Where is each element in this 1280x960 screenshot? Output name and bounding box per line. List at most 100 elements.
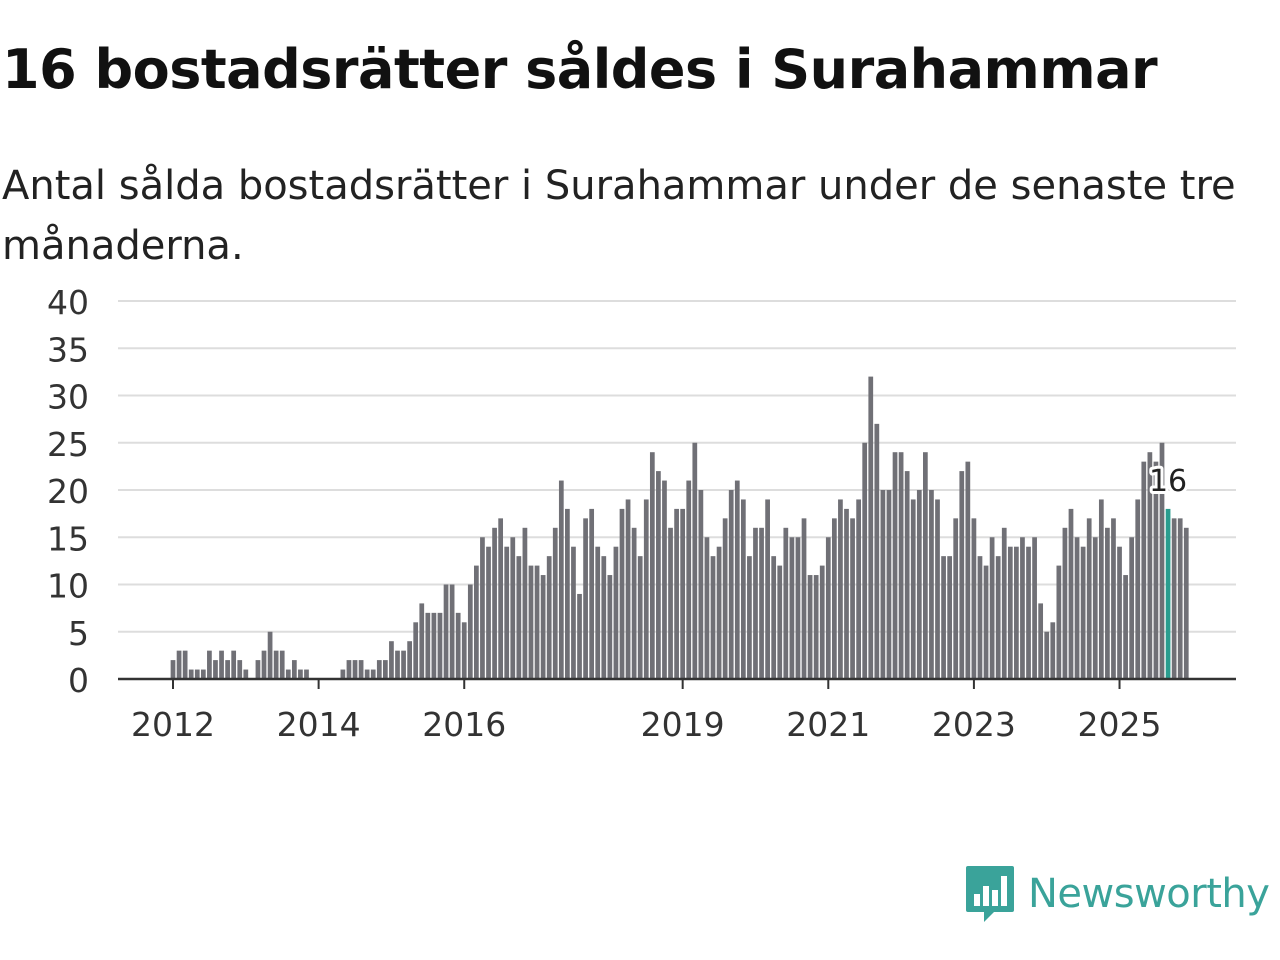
bar bbox=[437, 612, 443, 679]
bar bbox=[1111, 518, 1116, 679]
bar bbox=[486, 546, 491, 679]
bar bbox=[1171, 518, 1177, 679]
bar bbox=[389, 641, 394, 679]
bar bbox=[504, 546, 510, 679]
x-tick-label: 2019 bbox=[641, 705, 725, 744]
bar bbox=[1026, 546, 1031, 679]
bar bbox=[1129, 537, 1135, 679]
bar bbox=[668, 527, 673, 679]
bar bbox=[838, 499, 843, 679]
bars bbox=[170, 376, 1189, 679]
bar bbox=[467, 584, 473, 679]
bar bbox=[1062, 527, 1068, 679]
bar bbox=[1135, 499, 1141, 679]
bar bbox=[1001, 527, 1007, 679]
bar bbox=[989, 537, 995, 679]
bar bbox=[516, 556, 522, 679]
bar bbox=[977, 556, 983, 679]
bar bbox=[1007, 546, 1013, 679]
bar bbox=[522, 527, 528, 679]
bar bbox=[382, 660, 388, 679]
bar bbox=[753, 527, 758, 679]
bar bbox=[941, 556, 946, 679]
value-label: 16 bbox=[1149, 464, 1187, 499]
bar bbox=[225, 660, 230, 679]
x-axis-ticks bbox=[172, 679, 1121, 689]
bar bbox=[449, 584, 455, 679]
bar bbox=[825, 537, 831, 679]
y-tick-label: 0 bbox=[68, 661, 89, 700]
bar bbox=[1141, 461, 1147, 679]
bar bbox=[413, 622, 419, 679]
bar bbox=[643, 499, 649, 679]
bar bbox=[571, 546, 576, 679]
bar bbox=[1038, 603, 1044, 679]
x-tick-label: 2021 bbox=[786, 705, 870, 744]
bar bbox=[1080, 546, 1086, 679]
bar bbox=[419, 603, 425, 679]
bar bbox=[680, 508, 686, 679]
bar bbox=[747, 556, 752, 679]
bar bbox=[904, 471, 910, 679]
bar bbox=[819, 565, 825, 679]
bar bbox=[916, 490, 922, 679]
bar bbox=[219, 650, 224, 679]
bar bbox=[255, 660, 261, 679]
bar bbox=[740, 499, 746, 679]
bar bbox=[844, 508, 849, 679]
bar bbox=[613, 546, 619, 679]
bar bbox=[637, 556, 643, 679]
bar bbox=[880, 490, 886, 679]
bar bbox=[401, 650, 406, 679]
bar bbox=[498, 518, 504, 679]
bar bbox=[431, 612, 437, 679]
bar bbox=[352, 660, 358, 679]
bar bbox=[807, 575, 813, 679]
annotation: 16 bbox=[1146, 461, 1190, 502]
bar bbox=[1068, 508, 1074, 679]
bar bbox=[795, 537, 801, 679]
bar bbox=[200, 669, 206, 679]
bar bbox=[1177, 518, 1183, 679]
x-tick-label: 2016 bbox=[422, 705, 506, 744]
bar bbox=[170, 660, 176, 679]
bar bbox=[662, 480, 667, 679]
bar bbox=[783, 527, 789, 679]
bar bbox=[558, 480, 564, 679]
bar bbox=[971, 518, 977, 679]
bar bbox=[722, 518, 728, 679]
bar bbox=[346, 660, 352, 679]
bar bbox=[850, 518, 855, 679]
chart-title: 16 bostadsrätter såldes i Surahammar bbox=[2, 38, 1158, 101]
bar bbox=[619, 508, 625, 679]
bar bbox=[237, 660, 243, 679]
bar bbox=[995, 556, 1001, 679]
bar bbox=[886, 490, 892, 679]
bar bbox=[285, 669, 291, 679]
bar bbox=[577, 593, 582, 679]
bar bbox=[1183, 527, 1189, 679]
bar bbox=[771, 556, 777, 679]
bar bbox=[765, 499, 770, 679]
bar bbox=[649, 452, 655, 679]
bar bbox=[583, 518, 588, 679]
bar bbox=[474, 565, 479, 679]
bar bbox=[910, 499, 916, 679]
bar bbox=[261, 650, 267, 679]
bar bbox=[935, 499, 940, 679]
bar bbox=[455, 612, 461, 679]
bar bbox=[625, 499, 631, 679]
bar bbox=[595, 546, 601, 679]
newsworthy-logo-icon bbox=[966, 866, 1014, 922]
y-tick-label: 20 bbox=[47, 472, 89, 511]
bar bbox=[231, 650, 237, 679]
bar bbox=[298, 669, 303, 679]
bar bbox=[898, 452, 904, 679]
bar bbox=[1056, 565, 1062, 679]
bar bbox=[1014, 546, 1019, 679]
x-tick-label: 2014 bbox=[277, 705, 361, 744]
y-tick-label: 30 bbox=[47, 378, 89, 417]
y-tick-label: 25 bbox=[47, 425, 89, 464]
bar bbox=[461, 622, 467, 679]
